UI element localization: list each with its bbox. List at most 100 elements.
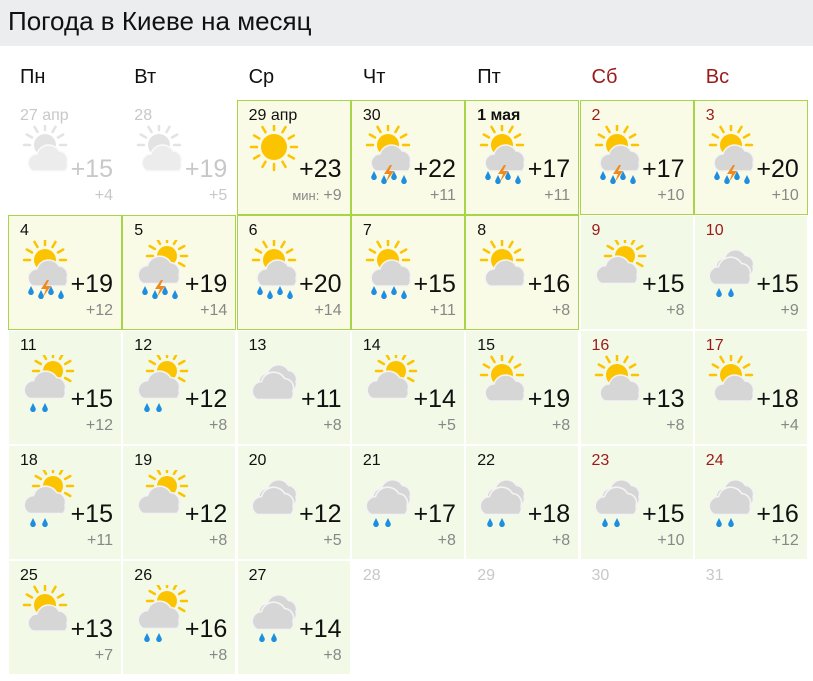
day-cell[interactable]: 25 +13 +7: [8, 560, 122, 675]
day-cell[interactable]: 8 +16 +8: [465, 215, 580, 330]
day-cell[interactable]: 7 +15 +11: [350, 215, 465, 330]
day-high-temp: +12: [299, 500, 342, 528]
day-cell[interactable]: 28 +19 +5: [122, 100, 237, 215]
day-high-temp: +15: [642, 500, 685, 528]
day-cell: 30: [579, 560, 694, 675]
low-temp-value: +4: [780, 417, 799, 434]
day-date: 9: [591, 222, 601, 239]
weekday-header: Пн: [20, 66, 46, 88]
day-high-temp: +11: [301, 385, 342, 413]
day-low-temp: +4: [781, 417, 799, 435]
low-temp-value: +9: [780, 302, 799, 319]
day-cell[interactable]: 20 +12 +5: [236, 445, 351, 560]
weekday-header: Ср: [248, 66, 275, 88]
day-cell[interactable]: 1 мая +17 +11: [465, 100, 580, 215]
day-cell[interactable]: 24 +16 +12: [693, 445, 808, 560]
day-date: 30: [591, 567, 610, 584]
day-date: 21: [362, 452, 381, 469]
day-cell[interactable]: 5 +19 +14: [122, 215, 237, 330]
day-date: 17: [705, 337, 724, 354]
weather-cloudsun-rain-icon: [131, 579, 191, 645]
day-date: 28: [362, 567, 381, 584]
day-cell[interactable]: 13 +11 +8: [236, 330, 351, 445]
low-temp-value: +8: [437, 532, 456, 549]
day-date: 7: [362, 222, 372, 239]
day-cell[interactable]: 2 +17 +10: [579, 100, 694, 215]
low-temp-value: +11: [429, 187, 456, 204]
page-header: Погода в Киеве на месяц: [0, 0, 813, 46]
day-date: 6: [248, 222, 258, 239]
day-cell[interactable]: 26 +16 +8: [122, 560, 237, 675]
day-low-temp: +10: [657, 532, 684, 550]
day-cell[interactable]: 3 +20 +10: [693, 100, 808, 215]
weather-suncloud-rain-icon: [246, 237, 306, 300]
day-cell[interactable]: 12 +12 +8: [122, 330, 237, 445]
low-temp-value: +11: [429, 302, 456, 319]
day-cell: 28: [350, 560, 465, 675]
day-date: 10: [705, 222, 724, 239]
low-temp-value: +8: [209, 647, 228, 664]
weather-suncloud-storm-icon: [17, 237, 77, 300]
day-low-temp: +12: [772, 532, 799, 550]
weekday-header: Чт: [362, 66, 386, 88]
day-cell[interactable]: 14 +14 +5: [350, 330, 465, 445]
day-cell[interactable]: 9 +15 +8: [579, 215, 694, 330]
day-cell[interactable]: 19 +12 +8: [122, 445, 237, 560]
day-cell[interactable]: 23 +15 +10: [579, 445, 694, 560]
low-temp-value: +8: [551, 532, 571, 549]
day-cell[interactable]: 29 апр +23 мин: +9: [236, 100, 351, 215]
day-cell[interactable]: 11 +15 +12: [8, 330, 122, 445]
day-date: 19: [134, 452, 153, 469]
day-date: 24: [705, 452, 724, 469]
weather-suncloud-storm-icon: [589, 122, 649, 185]
low-temp-value: +11: [87, 532, 113, 549]
weather-cloudsun-icon: [131, 464, 191, 530]
day-date: 31: [705, 567, 724, 584]
day-cell[interactable]: 16 +13 +8: [579, 330, 694, 445]
weather-cloudsun-rain-icon: [17, 464, 77, 530]
day-low-temp: +11: [87, 532, 113, 550]
day-cell[interactable]: 18 +15 +11: [8, 445, 122, 560]
day-cell[interactable]: 30 +22 +11: [350, 100, 465, 215]
day-low-temp: +8: [209, 647, 227, 665]
day-date: 27: [248, 567, 267, 584]
day-date: 28: [134, 107, 153, 124]
day-date: 5: [134, 222, 144, 239]
day-high-temp: +13: [642, 385, 685, 413]
day-high-temp: +23: [299, 155, 342, 183]
day-high-temp: +13: [70, 615, 113, 643]
day-cell[interactable]: 17 +18 +4: [693, 330, 808, 445]
day-cell[interactable]: 6 +20 +14: [236, 215, 351, 330]
day-high-temp: +17: [413, 500, 456, 528]
day-low-temp: +12: [86, 417, 113, 435]
day-cell[interactable]: 21 +17 +8: [350, 445, 465, 560]
day-cell[interactable]: 10 +15 +9: [693, 215, 808, 330]
day-cell[interactable]: 4 +19 +12: [8, 215, 122, 330]
weather-suncloud-icon: [17, 122, 77, 185]
day-cell[interactable]: 27 апр +15 +4: [8, 100, 122, 215]
day-low-temp: +12: [86, 302, 113, 320]
day-high-temp: +19: [184, 155, 228, 183]
day-date: 14: [362, 337, 381, 354]
day-low-temp: +5: [438, 417, 456, 435]
weather-clouds-icon: [246, 470, 306, 530]
weather-clouds-rain-icon: [703, 470, 763, 530]
weather-suncloud-storm-icon: [360, 122, 420, 185]
day-high-temp: +20: [299, 270, 342, 298]
day-low-temp: +5: [209, 187, 227, 205]
low-temp-value: +8: [666, 302, 685, 319]
day-low-temp: +8: [209, 532, 227, 550]
weather-sun-icon: [246, 122, 306, 185]
day-low-temp: +14: [200, 302, 227, 320]
day-high-temp: +12: [184, 500, 228, 528]
day-cell[interactable]: 22 +18 +8: [465, 445, 580, 560]
day-cell[interactable]: 15 +19 +8: [465, 330, 580, 445]
day-cell[interactable]: 27 +14 +8: [236, 560, 351, 675]
weather-clouds-rain-icon: [589, 470, 649, 530]
weather-clouds-rain-icon: [703, 240, 763, 300]
weekday-header: Вс: [705, 66, 730, 88]
day-high-temp: +22: [413, 155, 456, 183]
day-low-temp: +4: [95, 187, 113, 205]
day-low-temp: +7: [95, 647, 113, 665]
day-low-temp: +5: [323, 532, 341, 550]
